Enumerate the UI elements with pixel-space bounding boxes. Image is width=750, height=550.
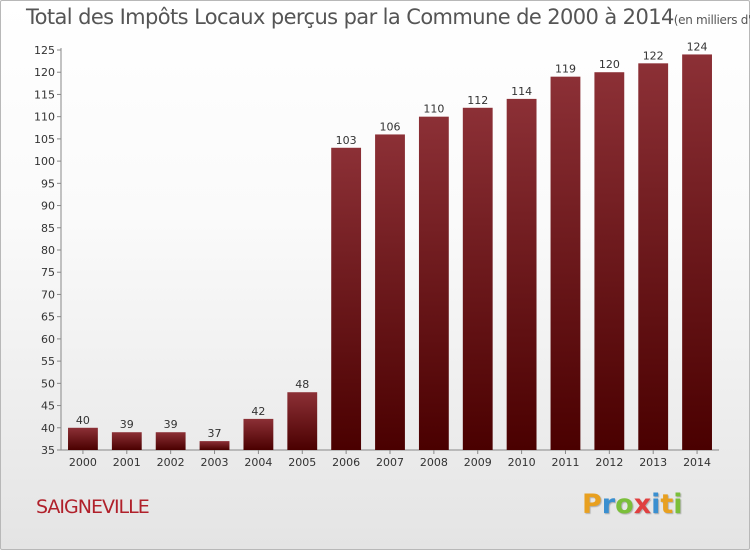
bar [375, 134, 405, 450]
logo-letter: r [601, 489, 616, 520]
bar [550, 76, 581, 451]
y-tick-label: 105 [34, 133, 55, 146]
y-tick-label: 80 [41, 244, 55, 257]
bar [243, 418, 274, 450]
bar-value-label: 40 [76, 414, 90, 427]
x-tick-label: 2011 [551, 456, 579, 469]
title-main: Total des Impôts Locaux perçus par la Co… [26, 5, 674, 29]
logo-letter: x [633, 489, 652, 520]
bar-value-label: 106 [380, 120, 401, 133]
y-tick-label: 95 [41, 177, 55, 190]
bar-value-label: 37 [208, 427, 222, 440]
bar [111, 432, 142, 450]
y-tick-label: 50 [41, 377, 55, 390]
bar-value-label: 42 [251, 405, 265, 418]
x-tick-label: 2004 [244, 456, 272, 469]
logo-letter: t [660, 489, 674, 520]
y-tick-label: 60 [41, 333, 55, 346]
bar [506, 98, 537, 450]
x-tick-label: 2003 [201, 456, 229, 469]
bar-value-label: 39 [164, 418, 178, 431]
x-tick-label: 2013 [639, 456, 667, 469]
bar [331, 147, 362, 450]
y-tick-label: 115 [34, 88, 55, 101]
logo-letter: P [582, 489, 602, 520]
bar-value-label: 120 [599, 58, 620, 71]
bar [68, 427, 98, 450]
y-tick-label: 120 [34, 66, 55, 79]
bar-value-label: 112 [467, 94, 488, 107]
y-tick-label: 40 [41, 422, 55, 435]
y-tick-label: 90 [41, 200, 55, 213]
logo-letter: i [673, 489, 683, 520]
proxiti-logo: Proxiti [582, 489, 683, 520]
y-tick-label: 65 [41, 311, 55, 324]
y-tick-label: 70 [41, 288, 55, 301]
bar-value-label: 48 [295, 378, 309, 391]
x-tick-label: 2006 [332, 456, 360, 469]
bar-value-label: 122 [643, 49, 664, 62]
title-unit: (en milliers d'€) [673, 13, 750, 27]
bar [462, 107, 493, 451]
bar [155, 432, 186, 450]
commune-name: SAIGNEVILLE [36, 496, 150, 518]
y-tick-label: 110 [34, 111, 55, 124]
bar [287, 392, 318, 450]
x-tick-label: 2010 [508, 456, 536, 469]
bar-value-label: 110 [423, 103, 444, 116]
y-tick-label: 75 [41, 266, 55, 279]
y-tick-label: 125 [34, 44, 55, 57]
logo-letter: o [615, 489, 634, 520]
bar [418, 116, 449, 451]
chart-title: Total des Impôts Locaux perçus par la Co… [26, 5, 750, 29]
bar-value-label: 39 [120, 418, 134, 431]
x-tick-label: 2008 [420, 456, 448, 469]
bar [638, 63, 669, 450]
y-tick-label: 45 [41, 400, 55, 413]
bar [594, 72, 625, 450]
bar [682, 54, 712, 450]
logo-letter: i [651, 489, 661, 520]
x-tick-label: 2001 [113, 456, 141, 469]
bar-value-label: 119 [555, 63, 576, 76]
x-tick-label: 2005 [288, 456, 316, 469]
x-tick-label: 2000 [69, 456, 97, 469]
y-tick-label: 100 [34, 155, 55, 168]
bar [199, 441, 230, 450]
x-tick-label: 2007 [376, 456, 404, 469]
bar-value-label: 114 [511, 85, 532, 98]
y-tick-label: 55 [41, 355, 55, 368]
bar-value-label: 103 [336, 134, 357, 147]
y-tick-label: 85 [41, 222, 55, 235]
y-tick-label: 35 [41, 444, 55, 457]
x-tick-label: 2002 [157, 456, 185, 469]
bar-value-label: 124 [687, 40, 708, 53]
x-tick-label: 2012 [595, 456, 623, 469]
x-tick-label: 2009 [464, 456, 492, 469]
x-tick-label: 2014 [683, 456, 711, 469]
